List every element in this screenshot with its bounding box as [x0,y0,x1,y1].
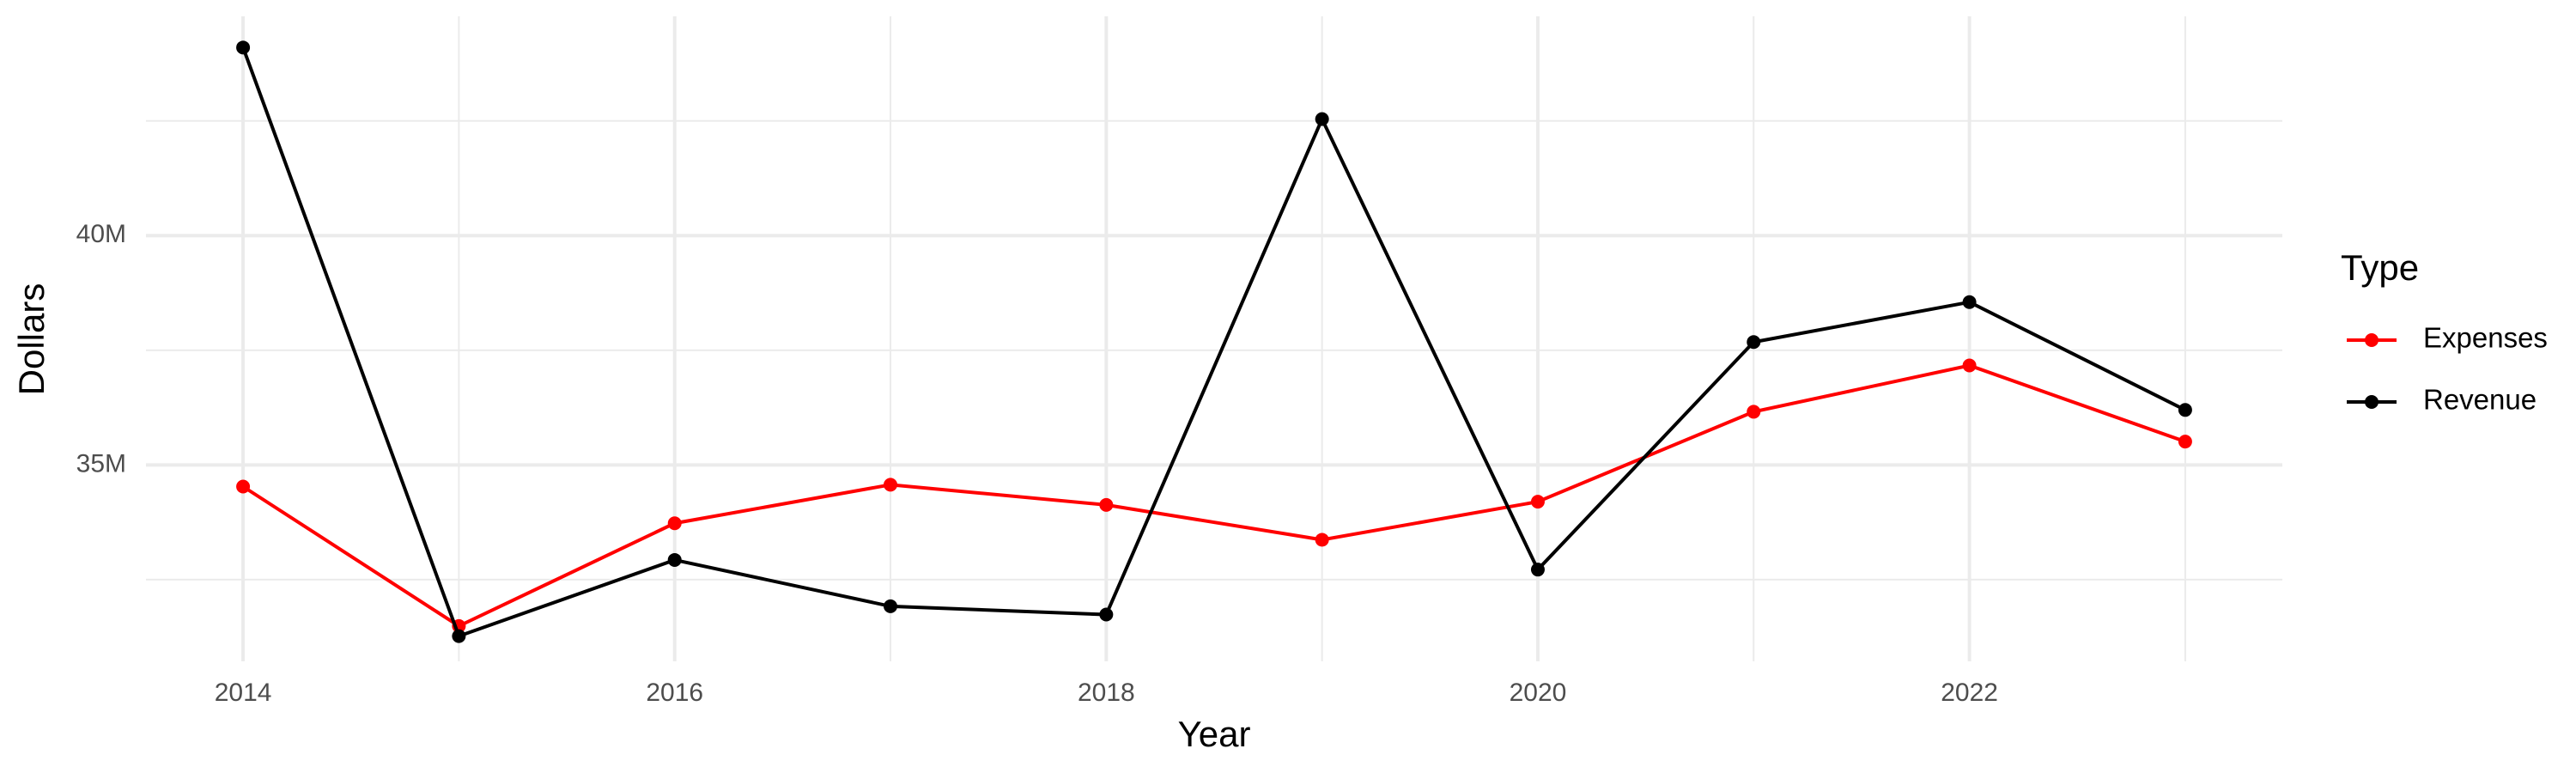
data-point [1747,405,1761,419]
x-tick-label: 2016 [646,679,703,707]
data-point [236,40,251,55]
data-point [452,629,466,643]
y-tick-label: 35M [76,449,126,478]
data-point [2178,435,2192,449]
series-line [242,363,2186,629]
y-tick-label: 40M [76,220,126,248]
data-point [1530,563,1545,577]
legend: Expenses Revenue [2347,322,2548,416]
legend-marker [2365,395,2379,409]
data-point [1962,295,1977,309]
data-point [884,478,898,492]
data-point [1099,607,1114,622]
data-point [1962,358,1977,373]
x-axis-title: Year [1178,714,1251,754]
data-point [1315,533,1329,547]
x-tick-label: 2022 [1941,679,1998,707]
data-point [236,479,251,494]
y-axis-title: Dollars [11,283,52,396]
x-tick-label: 2018 [1078,679,1135,707]
x-tick-label: 2014 [215,679,272,707]
legend-title: Type [2341,247,2419,288]
grid [146,16,2282,661]
legend-label: Expenses [2423,322,2548,354]
legend-marker [2365,333,2379,347]
data-point [1747,335,1761,350]
data-point [667,516,682,531]
data-point [1315,112,1329,126]
data-point [884,599,898,613]
data-point [1099,497,1114,512]
data-point [2178,403,2192,417]
series-line [241,46,2186,639]
legend-label: Revenue [2423,384,2537,416]
data-point [1530,495,1545,509]
plot-area [236,40,2192,643]
data-point [667,552,682,567]
x-tick-label: 2020 [1510,679,1567,707]
